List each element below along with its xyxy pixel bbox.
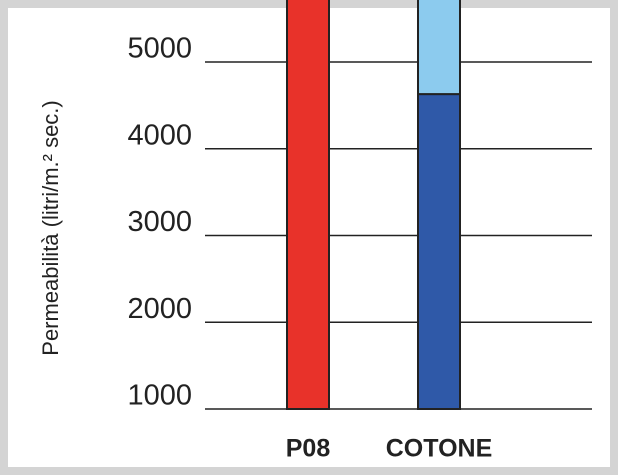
y-axis-label: Permeabilità (litri/m.² sec.) bbox=[38, 100, 63, 355]
y-tick-label: 1000 bbox=[127, 380, 192, 412]
y-tick-label: 2000 bbox=[127, 293, 192, 325]
bar-segment bbox=[417, 0, 461, 96]
x-tick-label: COTONE bbox=[386, 435, 493, 463]
y-tick-label: 3000 bbox=[127, 206, 192, 238]
y-tick-label: 5000 bbox=[127, 33, 192, 65]
x-tick-label: P08 bbox=[286, 435, 331, 463]
bar-segment bbox=[417, 93, 461, 410]
y-tick-label: 4000 bbox=[127, 119, 192, 151]
bar-segment bbox=[286, 0, 330, 410]
